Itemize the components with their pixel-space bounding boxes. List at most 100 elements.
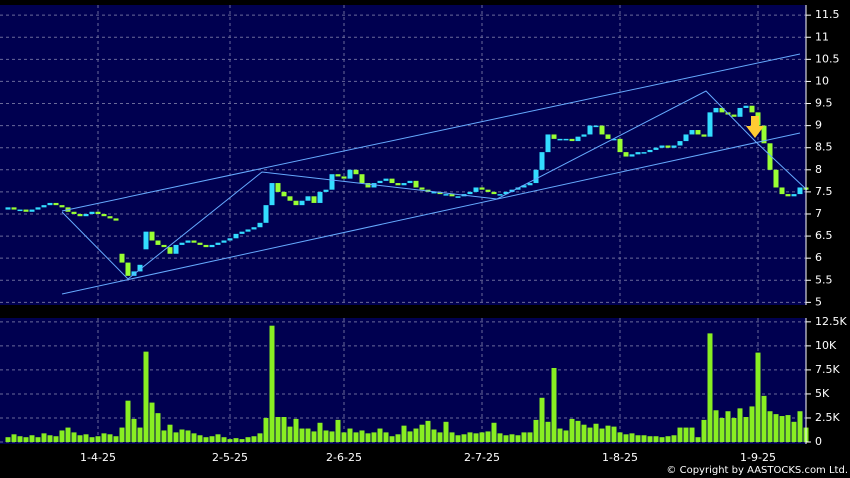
candle-body <box>521 185 527 188</box>
volume-bar <box>563 430 569 442</box>
volume-bar <box>371 432 377 442</box>
volume-bar <box>101 433 107 442</box>
candle-body <box>467 191 473 195</box>
volume-bar <box>173 432 179 442</box>
volume-bar <box>521 432 527 442</box>
volume-bar <box>113 436 119 442</box>
candle-body <box>197 242 203 245</box>
candle-body <box>443 194 449 196</box>
candle-body <box>479 187 485 190</box>
candle-body <box>623 152 629 157</box>
candle-body <box>557 138 563 141</box>
candle-body <box>491 191 497 195</box>
volume-bar <box>125 400 131 442</box>
candle-body <box>347 169 353 179</box>
candle-body <box>323 189 329 192</box>
candle-body <box>29 209 35 212</box>
volume-bar <box>707 333 713 442</box>
volume-bar <box>719 417 725 442</box>
volume-bar <box>287 426 293 442</box>
volume-bar <box>479 432 485 442</box>
volume-bar <box>5 437 11 442</box>
volume-bar <box>623 434 629 442</box>
y-tick-label: 9.5 <box>815 97 833 110</box>
x-tick-label: 2-7-25 <box>464 451 500 464</box>
candle-body <box>251 227 257 230</box>
candle-body <box>413 180 419 188</box>
volume-bar <box>755 352 761 442</box>
volume-bar <box>785 415 791 442</box>
candle-body <box>701 134 707 137</box>
volume-bar <box>17 436 23 442</box>
candle-body <box>17 209 23 212</box>
candle-body <box>113 218 119 221</box>
candle-body <box>59 205 65 208</box>
volume-bar <box>599 428 605 442</box>
y-tick-label: 8 <box>815 163 822 176</box>
candle-body <box>533 169 539 184</box>
candle-body <box>287 196 293 201</box>
volume-bar <box>89 437 95 442</box>
x-tick-label: 1-8-25 <box>602 451 638 464</box>
candle-body <box>317 191 323 203</box>
volume-bar <box>527 432 533 442</box>
volume-panel <box>0 318 806 444</box>
candle-body <box>473 187 479 192</box>
candle-body <box>599 125 605 135</box>
y-tick-label: 6 <box>815 251 822 264</box>
candle-body <box>689 130 695 135</box>
volume-bar <box>473 433 479 442</box>
candle-body <box>605 134 611 139</box>
volume-bar <box>443 421 449 442</box>
candle-body <box>185 240 191 243</box>
volume-bar <box>533 419 539 442</box>
candle-body <box>407 180 413 184</box>
candle-body <box>245 229 251 232</box>
candle-body <box>593 125 599 128</box>
volume-bar <box>311 431 317 442</box>
candle-body <box>389 178 395 184</box>
x-tick-label: 2-6-25 <box>326 451 362 464</box>
candle-body <box>47 202 53 206</box>
candle-body <box>395 183 401 186</box>
volume-bar <box>65 427 71 442</box>
candle-body <box>683 134 689 142</box>
volume-bar <box>383 432 389 442</box>
volume-bar <box>743 417 749 442</box>
candle-body <box>611 138 617 141</box>
volume-bar <box>557 428 563 442</box>
volume-bar <box>131 418 137 442</box>
volume-bar <box>509 434 515 442</box>
volume-bar <box>611 426 617 442</box>
volume-bar <box>401 425 407 442</box>
y-tick-label: 10 <box>815 74 829 87</box>
candle-body <box>269 183 275 206</box>
candle-body <box>95 211 101 214</box>
candle-body <box>767 143 773 170</box>
volume-bar <box>731 417 737 442</box>
candle-body <box>299 200 305 206</box>
y-tick-label: 7.5 <box>815 185 833 198</box>
volume-bar <box>725 411 731 442</box>
volume-bar <box>95 436 101 442</box>
candle-body <box>77 213 83 217</box>
volume-bar <box>239 439 245 442</box>
candle-body <box>401 183 407 186</box>
volume-bar <box>263 417 269 442</box>
volume-bar <box>347 428 353 442</box>
volume-bar <box>353 432 359 442</box>
candle-body <box>707 112 713 137</box>
candle-body <box>89 211 95 214</box>
volume-bar <box>323 430 329 442</box>
volume-bar <box>149 402 155 442</box>
candle-body <box>647 149 653 153</box>
volume-bar <box>653 436 659 442</box>
candle-body <box>737 107 743 117</box>
volume-bar <box>29 435 35 442</box>
volume-bar <box>545 421 551 442</box>
candle-body <box>83 213 89 217</box>
volume-bar <box>569 418 575 442</box>
candle-body <box>137 264 143 272</box>
volume-bar <box>449 432 455 442</box>
